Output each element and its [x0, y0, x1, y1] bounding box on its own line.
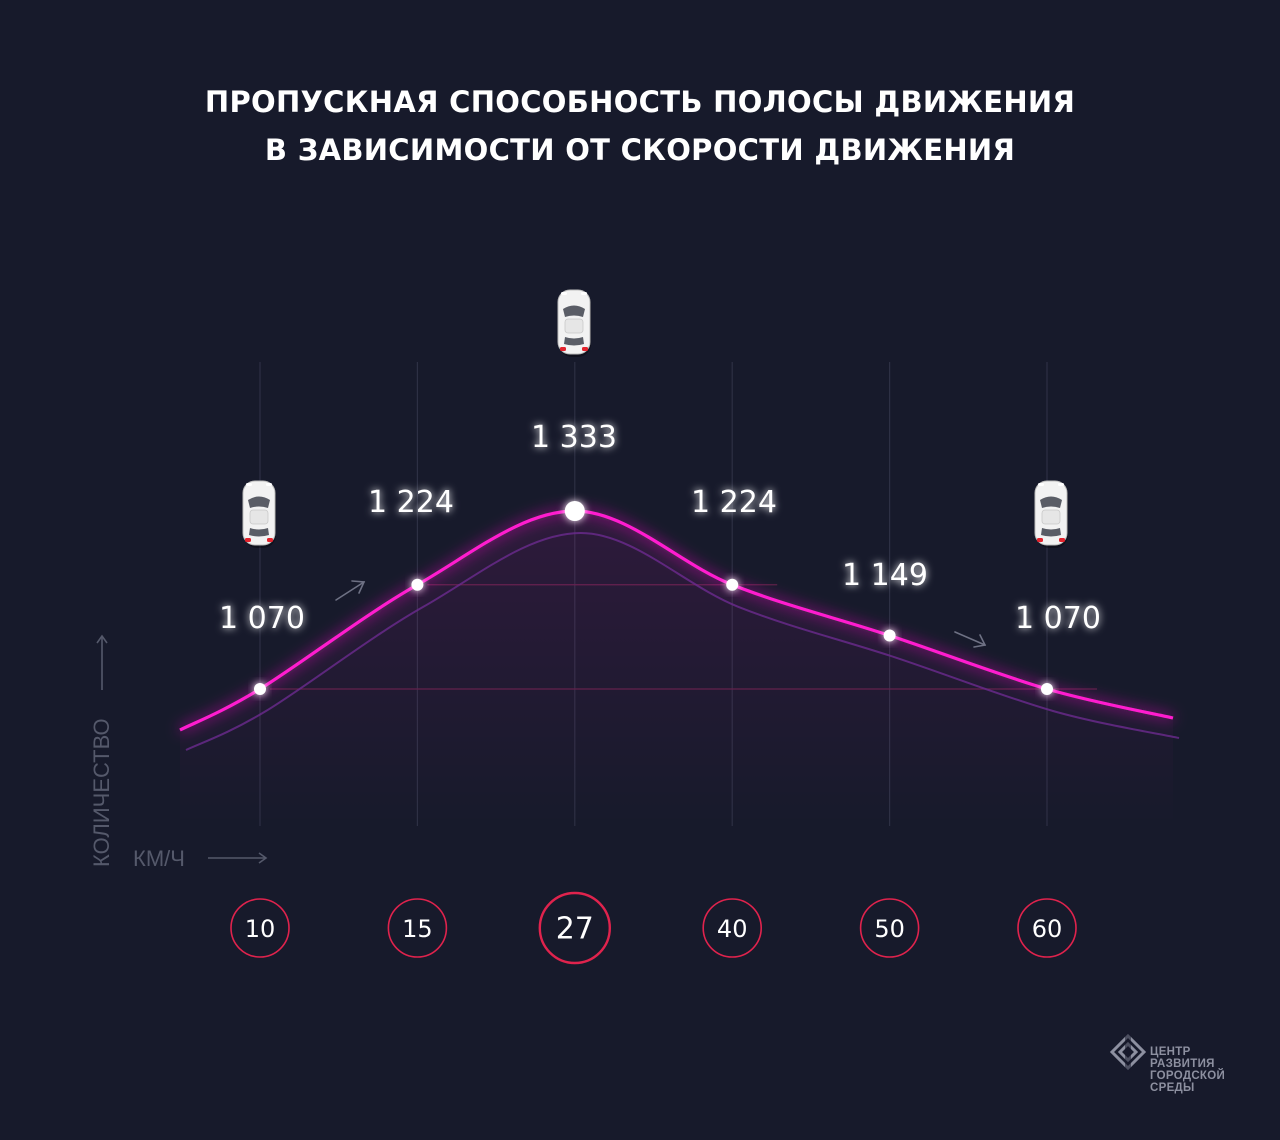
chart-title: ПРОПУСКНАЯ СПОСОБНОСТЬ ПОЛОСЫ ДВИЖЕНИЯ В… — [0, 78, 1280, 174]
logo-line-3: ГОРОДСКОЙ — [1150, 1070, 1226, 1082]
chart-title-line-2: В ЗАВИСИМОСТИ ОТ СКОРОСТИ ДВИЖЕНИЯ — [264, 133, 1016, 167]
tick-label: 15 — [402, 915, 433, 943]
x-tick: 50 — [859, 898, 920, 958]
value-label: 1 224 — [691, 485, 777, 520]
x-tick: 60 — [1017, 898, 1077, 958]
area-fill — [180, 511, 1173, 826]
tick-label: 27 — [556, 912, 594, 947]
chart-title-line-1: ПРОПУСКНАЯ СПОСОБНОСТЬ ПОЛОСЫ ДВИЖЕНИЯ — [204, 85, 1076, 119]
car-icon — [1034, 480, 1069, 549]
logo-line-4: СРЕДЫ — [1150, 1082, 1195, 1094]
car-icon — [242, 480, 277, 549]
area-under-curve — [180, 511, 1173, 826]
data-point — [726, 578, 739, 591]
data-point — [564, 501, 585, 521]
tick-circle — [1017, 898, 1077, 958]
car-icon — [557, 289, 592, 358]
tick-label: 40 — [717, 915, 748, 943]
falling-arrow-icon — [954, 631, 987, 648]
tick-circle — [859, 898, 920, 958]
y-axis-arrow-icon — [96, 634, 108, 690]
x-tick: 27 — [538, 891, 611, 965]
x-axis-label: КМ/Ч — [133, 846, 185, 871]
x-tick: 40 — [702, 898, 763, 958]
data-point — [883, 629, 896, 642]
logo-line-1: ЦЕНТР — [1150, 1046, 1191, 1058]
tick-circle — [387, 898, 448, 958]
value-labels: 1 070 1 224 1 333 1 224 1 149 1 070 — [219, 420, 1101, 636]
tick-circle — [538, 891, 611, 965]
rising-arrow-icon — [335, 580, 366, 601]
data-point — [411, 578, 424, 591]
y-axis-label: КОЛИЧЕСТВО — [89, 718, 114, 867]
value-label: 1 149 — [842, 558, 928, 593]
car-icons — [242, 289, 1069, 549]
tick-label: 10 — [245, 915, 276, 943]
logo-line-2: РАЗВИТИЯ — [1150, 1058, 1215, 1070]
data-point — [1041, 683, 1053, 695]
tick-label: 50 — [874, 915, 905, 943]
value-label: 1 070 — [219, 601, 305, 636]
trend-arrows — [335, 580, 987, 648]
tick-circle — [230, 898, 290, 958]
tick-label: 60 — [1032, 915, 1063, 943]
data-point — [254, 683, 266, 695]
series-line — [179, 509, 1174, 732]
value-label: 1 224 — [368, 485, 454, 520]
x-ticks: 10 15 27 40 50 60 — [230, 891, 1077, 965]
x-axis-arrow-icon — [208, 852, 268, 864]
logo-text: ЦЕНТР РАЗВИТИЯ ГОРОДСКОЙ СРЕДЫ — [1150, 1046, 1225, 1094]
organization-logo: ЦЕНТР РАЗВИТИЯ ГОРОДСКОЙ СРЕДЫ — [1108, 1032, 1238, 1102]
axis-indicators: КОЛИЧЕСТВО КМ/Ч — [89, 634, 268, 871]
data-points — [254, 501, 1053, 695]
series-shadow-line — [185, 531, 1180, 751]
x-tick: 10 — [230, 898, 290, 958]
value-label: 1 333 — [531, 420, 617, 455]
tick-circle — [702, 898, 763, 958]
city-center-logo-icon — [1109, 1032, 1147, 1072]
value-label: 1 070 — [1015, 601, 1101, 636]
x-tick: 15 — [387, 898, 448, 958]
series-lines — [179, 509, 1180, 751]
